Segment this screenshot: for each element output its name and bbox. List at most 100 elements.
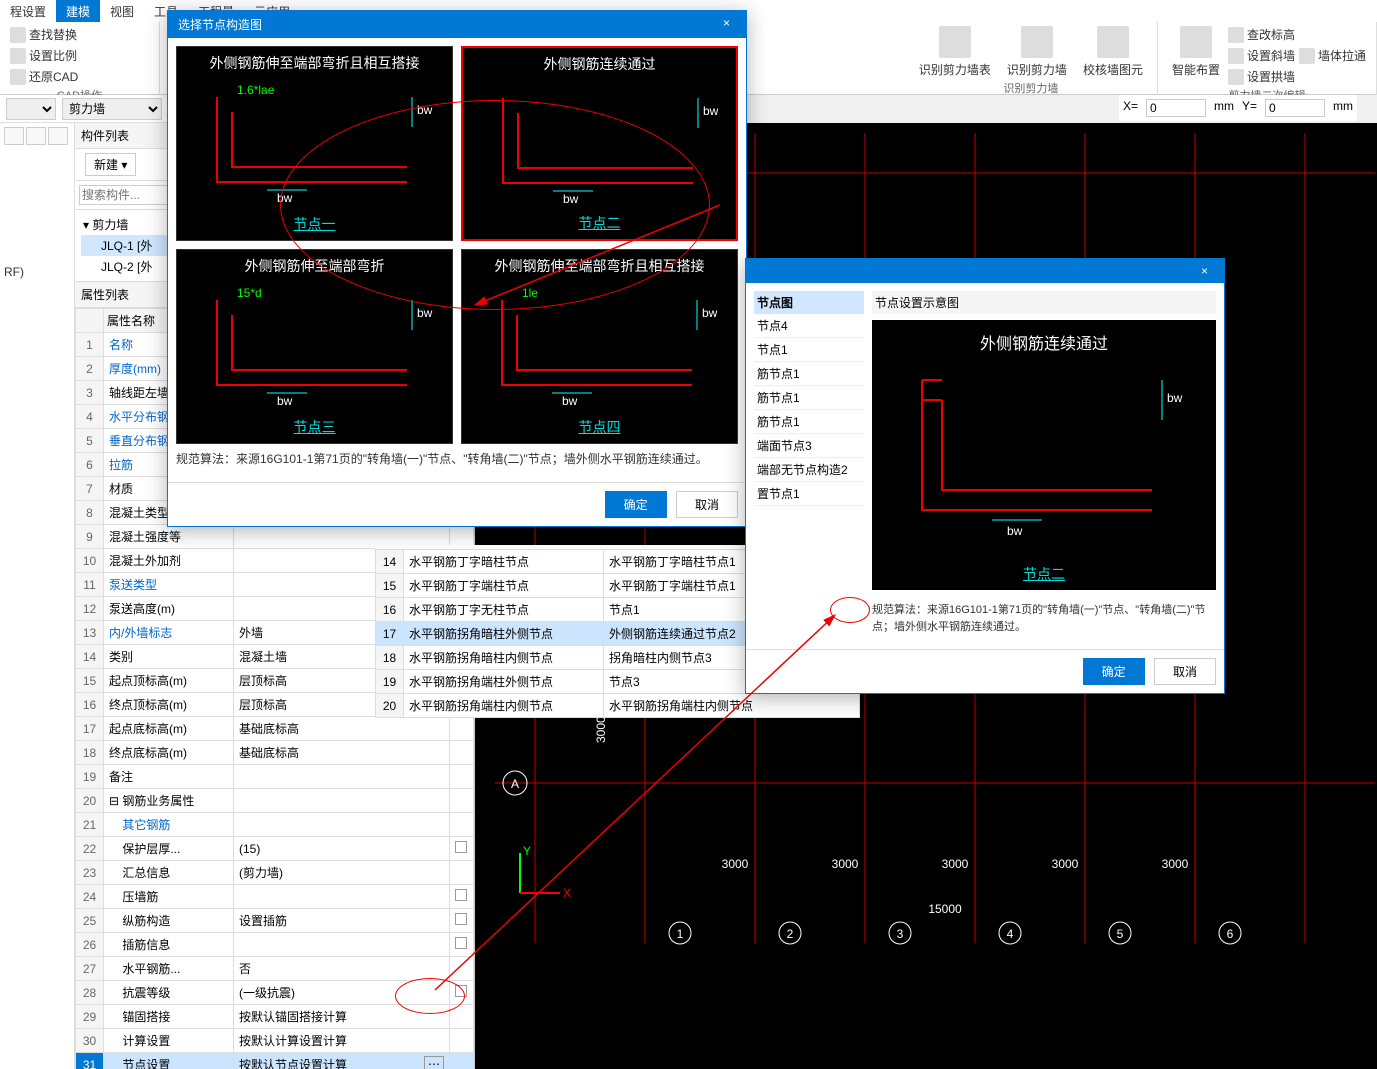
node-grid: 外侧钢筋伸至端部弯折且相互搭接 bw bw 1.6*lae 节点一外侧钢筋连续通…: [176, 46, 738, 444]
y-input[interactable]: [1265, 99, 1325, 117]
recognize-wall-button[interactable]: 识别剪力墙: [1001, 24, 1073, 80]
modal1-cancel-button[interactable]: 取消: [676, 491, 738, 518]
nav-column: RF): [0, 123, 75, 1069]
table-icon: [939, 26, 971, 58]
svg-text:bw: bw: [277, 191, 293, 205]
svg-text:bw: bw: [277, 394, 293, 408]
slant-icon: [1228, 48, 1244, 64]
list-item[interactable]: 筋节点1: [754, 410, 864, 434]
prop-row[interactable]: 17起点底标高(m)基础底标高: [76, 717, 474, 741]
list-item[interactable]: 节点4: [754, 314, 864, 338]
tab-settings[interactable]: 程设置: [0, 0, 56, 22]
prop-row[interactable]: 24 压墙筋: [76, 885, 474, 909]
wall-through-button[interactable]: 墙体拉通: [1297, 24, 1368, 87]
modal1-titlebar[interactable]: 选择节点构造图 ×: [168, 11, 746, 38]
prop-row[interactable]: 20⊟ 钢筋业务属性: [76, 789, 474, 813]
restore-cad-button[interactable]: 还原CAD: [8, 66, 151, 87]
elevation-icon: [1228, 27, 1244, 43]
svg-text:15000: 15000: [928, 902, 962, 916]
svg-text:bw: bw: [1007, 524, 1023, 538]
rf-label: RF): [4, 265, 70, 279]
restore-icon: [10, 69, 26, 85]
prop-row[interactable]: 30 计算设置按默认计算设置计算: [76, 1029, 474, 1053]
wall-icon: [1021, 26, 1053, 58]
ribbon-group-recognize: 识别剪力墙表 识别剪力墙 校核墙图元 识别剪力墙: [905, 22, 1158, 95]
svg-text:2: 2: [787, 927, 794, 941]
list-item[interactable]: 筋节点1: [754, 386, 864, 410]
prop-row[interactable]: 19备注: [76, 765, 474, 789]
svg-text:3000: 3000: [1052, 857, 1079, 871]
check-elevation-button[interactable]: 查改标高: [1226, 24, 1297, 45]
svg-text:Y: Y: [523, 844, 531, 858]
modal2-titlebar[interactable]: ×: [746, 259, 1224, 283]
modal1-close-icon[interactable]: ×: [717, 16, 736, 33]
prop-row[interactable]: 27 水平钢筋...否: [76, 957, 474, 981]
svg-text:4: 4: [1007, 927, 1014, 941]
set-arch-wall-button[interactable]: 设置拱墙: [1226, 66, 1297, 87]
node-select-modal: 选择节点构造图 × 外侧钢筋伸至端部弯折且相互搭接 bw bw 1.6*lae …: [167, 10, 747, 527]
list-item[interactable]: 节点1: [754, 338, 864, 362]
prop-row[interactable]: 29 锚固搭接按默认锚固搭接计算: [76, 1005, 474, 1029]
x-label: X=: [1123, 99, 1138, 117]
svg-text:3000: 3000: [1162, 857, 1189, 871]
scale-icon: [10, 48, 26, 64]
svg-text:bw: bw: [417, 103, 433, 117]
node-card-1[interactable]: 外侧钢筋伸至端部弯折且相互搭接 bw bw 1.6*lae 节点一: [176, 46, 453, 241]
modal2-ok-button[interactable]: 确定: [1083, 658, 1145, 685]
svg-text:bw: bw: [563, 192, 579, 206]
node-detail-modal: × 节点图 节点4节点1筋节点1筋节点1筋节点1端面节点3端部无节点构造2置节点…: [745, 258, 1225, 694]
nav-icon-3[interactable]: [48, 127, 68, 145]
through-icon: [1299, 48, 1315, 64]
list-item[interactable]: 端部无节点构造2: [754, 458, 864, 482]
prop-row[interactable]: 18终点底标高(m)基础底标高: [76, 741, 474, 765]
x-unit: mm: [1214, 99, 1234, 117]
svg-text:1.6*lae: 1.6*lae: [237, 83, 275, 97]
set-slant-wall-button[interactable]: 设置斜墙: [1226, 45, 1297, 66]
component-type-select[interactable]: 剪力墙: [62, 98, 162, 120]
node-card-2[interactable]: 外侧钢筋连续通过 bw bw 节点二: [461, 46, 738, 241]
prop-row[interactable]: 23 汇总信息(剪力墙): [76, 861, 474, 885]
set-scale-button[interactable]: 设置比例: [8, 45, 151, 66]
svg-text:1le: 1le: [522, 286, 538, 300]
prop-row[interactable]: 25 纵筋构造设置插筋: [76, 909, 474, 933]
preview-title: 外侧钢筋连续通过: [872, 320, 1216, 364]
modal1-desc: 规范算法：来源16G101-1第71页的"转角墙(一)"节点、"转角墙(二)"节…: [176, 444, 738, 474]
nav-icon-2[interactable]: [26, 127, 46, 145]
svg-text:3: 3: [897, 927, 904, 941]
smart-layout-button[interactable]: 智能布置: [1166, 24, 1226, 87]
svg-text:bw: bw: [1167, 391, 1183, 405]
node-card-4[interactable]: 外侧钢筋伸至端部弯折且相互搭接 bw bw 1le 节点四: [461, 249, 738, 444]
svg-text:3000: 3000: [942, 857, 969, 871]
section-header-1: 节点图: [754, 291, 864, 314]
tab-modeling[interactable]: 建模: [56, 0, 100, 22]
preview-box: 外侧钢筋连续通过 bw bw 节点二: [872, 320, 1216, 590]
prop-row[interactable]: 22 保护层厚...(15): [76, 837, 474, 861]
recognize-wall-table-button[interactable]: 识别剪力墙表: [913, 24, 997, 80]
svg-text:3000: 3000: [832, 857, 859, 871]
find-replace-button[interactable]: 查找替换: [8, 24, 151, 45]
list-item[interactable]: 置节点1: [754, 482, 864, 506]
new-button[interactable]: 新建 ▾: [85, 153, 136, 176]
modal2-close-icon[interactable]: ×: [1195, 264, 1214, 278]
tab-view[interactable]: 视图: [100, 0, 144, 22]
svg-text:5: 5: [1117, 927, 1124, 941]
coord-bar: X= mm Y= mm: [1119, 95, 1357, 121]
prop-row[interactable]: 26 插筋信息: [76, 933, 474, 957]
x-input[interactable]: [1146, 99, 1206, 117]
list-item[interactable]: 筋节点1: [754, 362, 864, 386]
modal1-ok-button[interactable]: 确定: [605, 491, 667, 518]
search-icon: [10, 27, 26, 43]
modal2-desc: 规范算法：来源16G101-1第71页的"转角墙(一)"节点、"转角墙(二)"节…: [872, 596, 1216, 641]
detail-row[interactable]: 20水平钢筋拐角端柱内侧节点水平钢筋拐角端柱内侧节点: [376, 694, 860, 718]
prop-row[interactable]: 28 抗震等级(一级抗震): [76, 981, 474, 1005]
floor-select[interactable]: [6, 98, 56, 120]
list-item[interactable]: 端面节点3: [754, 434, 864, 458]
node-card-3[interactable]: 外侧钢筋伸至端部弯折 bw bw 15*d 节点三: [176, 249, 453, 444]
arch-icon: [1228, 69, 1244, 85]
modal2-cancel-button[interactable]: 取消: [1154, 658, 1216, 685]
check-wall-button[interactable]: 校核墙图元: [1077, 24, 1149, 80]
prop-row[interactable]: 31 节点设置按默认节点设置计算 ⋯: [76, 1053, 474, 1069]
prop-row[interactable]: 21 其它钢筋: [76, 813, 474, 837]
svg-text:6: 6: [1227, 927, 1234, 941]
nav-icon-1[interactable]: [4, 127, 24, 145]
